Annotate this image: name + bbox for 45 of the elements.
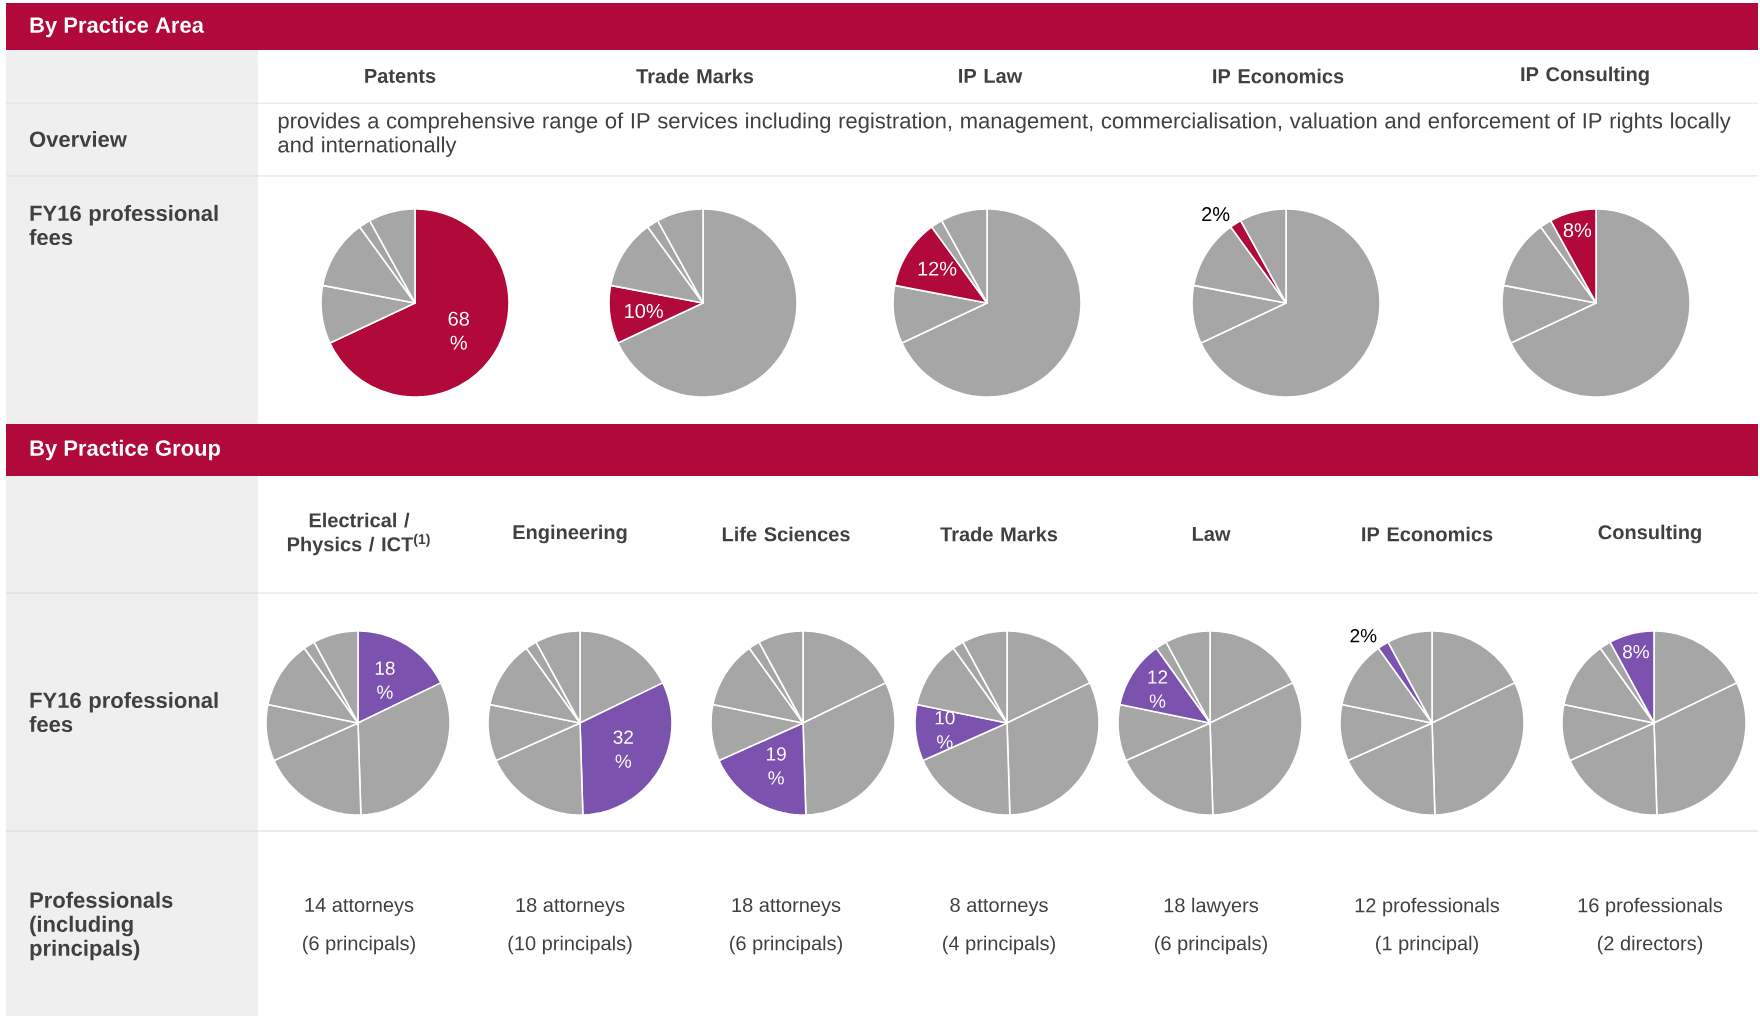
- chart-title: Engineering: [513, 524, 627, 544]
- data-label: 68 %: [448, 311, 469, 350]
- data-label: 2%: [1350, 629, 1377, 643]
- text: 12 professionals: [1355, 897, 1500, 917]
- data-label: 8%: [1623, 644, 1649, 659]
- text: FY16 professional fees: [29, 204, 218, 246]
- data-label: 12 %: [1148, 670, 1168, 708]
- chart-title: Trade Marks: [636, 68, 754, 84]
- chart-title: Consulting: [1598, 524, 1701, 544]
- chart-title: IP Law: [959, 69, 1023, 83]
- text: (6 principals): [1155, 935, 1267, 955]
- text: 18 attorneys: [732, 897, 841, 917]
- text: 8 attorneys: [950, 897, 1048, 917]
- text: (6 principals): [303, 935, 415, 955]
- data-label: 2%: [1202, 207, 1230, 222]
- chart-title: Life Sciences: [722, 526, 850, 542]
- chart-title: Trade Marks: [940, 526, 1058, 542]
- text: Overview: [29, 130, 127, 148]
- text: (10 principals): [508, 935, 632, 955]
- text: By Practice Group: [30, 439, 221, 461]
- chart-title: Law: [1192, 527, 1231, 541]
- text: 18 attorneys: [516, 897, 625, 917]
- chart-title: IP Economics: [1213, 68, 1344, 84]
- chart-title: IP Consulting: [1521, 66, 1649, 86]
- text: Professionals (including principals): [30, 891, 173, 961]
- text: FY16 professional fees: [29, 691, 218, 733]
- data-label: 12%: [918, 261, 957, 276]
- chart-title: Patents: [365, 69, 436, 83]
- text: (6 principals): [730, 935, 842, 955]
- text: (4 principals): [943, 935, 1055, 955]
- text: (2 directors): [1597, 935, 1703, 955]
- text: 18 lawyers: [1164, 897, 1259, 917]
- text: provides a comprehensive range of IP services including registration, management, commercialisation, valuation and enforcement of IP rights locally and internationally: [278, 112, 1731, 157]
- data-label: 8%: [1563, 223, 1592, 238]
- chart-title: Electrical / Physics / ICT$^{(1)}$: [287, 512, 430, 556]
- text: (1 principal): [1376, 935, 1478, 955]
- data-label: 18 %: [375, 661, 395, 699]
- data-label: 10%: [625, 303, 663, 319]
- text: By Practice Area: [30, 16, 205, 38]
- text: 16 professionals: [1578, 897, 1723, 917]
- text: 14 attorneys: [305, 898, 414, 916]
- data-label: 10 %: [935, 711, 955, 749]
- chart-title: IP Economics: [1362, 526, 1493, 542]
- data-label: 19 %: [766, 747, 786, 785]
- data-label: 32 %: [613, 730, 633, 768]
